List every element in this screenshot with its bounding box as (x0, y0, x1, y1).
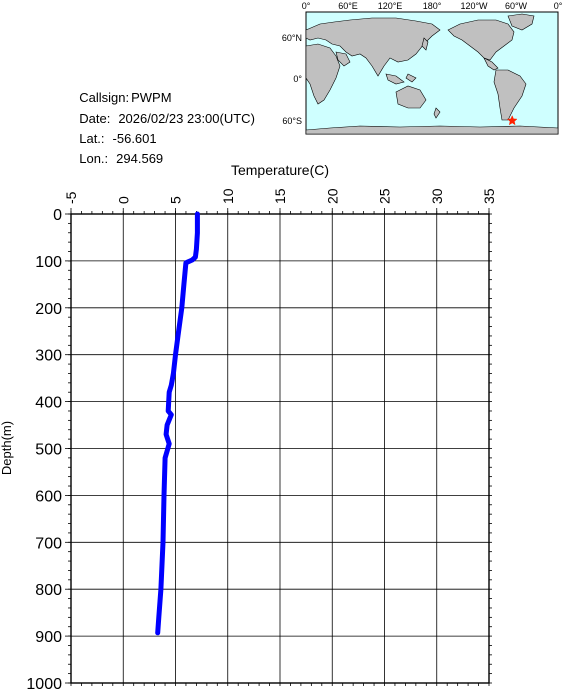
map-lon-label: 60°E (338, 1, 358, 11)
y-tick-label: 0 (53, 207, 62, 224)
map-marker-star (506, 115, 518, 126)
map-lon-label: 120°E (378, 1, 403, 11)
x-tick-label: 30 (429, 188, 445, 204)
map-lon-label: 0° (554, 1, 563, 11)
info-callsign: Callsign: PWPM (72, 74, 172, 106)
map-top-labels: 0° 60°E 120°E 180° 120°W 60°W 0° (302, 1, 563, 11)
callsign-label: Callsign: (79, 90, 130, 105)
map-lon-label: 0° (302, 1, 311, 11)
lat-value: -56.601 (112, 131, 157, 146)
y-tick-label: 300 (35, 348, 62, 365)
info-lon: Lon.: 294.569 (72, 135, 163, 167)
world-map: 0° 60°E 120°E 180° 120°W 60°W 0° 60°N 0° 60°S (282, 1, 563, 135)
x-tick-label: -5 (63, 191, 79, 204)
x-axis-title: Temperature(C) (231, 162, 329, 178)
map-lon-label: 60°W (505, 1, 528, 11)
map-left-labels: 60°N 0° 60°S (282, 33, 303, 126)
y-tick-label: 1000 (26, 676, 62, 690)
x-tick-label: 25 (377, 188, 393, 204)
info-lat: Lat.: -56.601 (72, 115, 157, 147)
y-tick-label: 900 (35, 629, 62, 646)
y-tick-labels: 0 100 200 300 400 500 600 700 800 900 1000 (26, 207, 62, 690)
callsign-value: PWPM (131, 90, 172, 105)
y-axis-title: Depth(m) (0, 421, 14, 475)
x-tick-label: 10 (220, 188, 236, 204)
series-layer (155, 211, 200, 636)
map-lon-label: 120°W (460, 1, 488, 11)
map-lon-label: 180° (423, 1, 442, 11)
lat-label: Lat.: (79, 131, 105, 146)
x-tick-label: 5 (168, 196, 184, 204)
map-lat-label: 60°N (282, 33, 302, 43)
map-land (305, 13, 559, 135)
date-label: Date: (79, 111, 111, 126)
profile-chart: -5 0 5 10 15 20 25 30 35 01002003004005006007008… (0, 162, 497, 690)
y-tick-label: 200 (35, 301, 62, 318)
map-lat-label: 0° (293, 74, 302, 84)
y-tick-label: 600 (35, 488, 62, 505)
plot-frame (70, 213, 490, 684)
x-tick-labels: -5 0 5 10 15 20 25 30 35 (63, 188, 497, 204)
y-tick-label: 800 (35, 582, 62, 599)
temperature-profile-line (155, 211, 200, 636)
x-tick-label: 15 (272, 188, 288, 204)
lon-label: Lon.: (79, 151, 109, 166)
y-tick-label: 100 (35, 254, 62, 271)
info-date: Date: 2026/02/23 23:00(UTC) (72, 95, 255, 127)
lon-value: 294.569 (116, 151, 164, 166)
date-value: 2026/02/23 23:00(UTC) (118, 111, 255, 126)
x-tick-label: 35 (481, 188, 497, 204)
y-tick-label: 500 (35, 442, 62, 459)
y-tick-label: 700 (35, 535, 62, 552)
x-tick-label: 0 (115, 196, 131, 204)
map-lat-label: 60°S (282, 116, 302, 126)
x-tick-label: 20 (324, 188, 340, 204)
y-tick-label: 400 (35, 395, 62, 412)
